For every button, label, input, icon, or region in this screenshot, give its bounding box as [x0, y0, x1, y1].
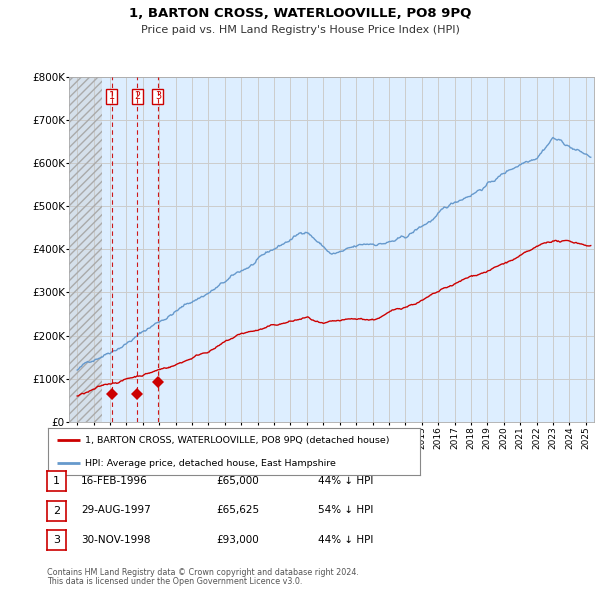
Bar — [69, 77, 102, 422]
Text: 2: 2 — [134, 91, 140, 101]
Text: 44% ↓ HPI: 44% ↓ HPI — [318, 535, 373, 545]
Text: 1, BARTON CROSS, WATERLOOVILLE, PO8 9PQ: 1, BARTON CROSS, WATERLOOVILLE, PO8 9PQ — [129, 7, 471, 20]
Text: £65,000: £65,000 — [216, 476, 259, 486]
Text: 3: 3 — [155, 91, 161, 101]
Text: 3: 3 — [53, 536, 60, 545]
Text: HPI: Average price, detached house, East Hampshire: HPI: Average price, detached house, East… — [85, 458, 336, 468]
Text: 54% ↓ HPI: 54% ↓ HPI — [318, 506, 373, 515]
Text: This data is licensed under the Open Government Licence v3.0.: This data is licensed under the Open Gov… — [47, 578, 302, 586]
Text: £93,000: £93,000 — [216, 535, 259, 545]
Text: 30-NOV-1998: 30-NOV-1998 — [81, 535, 151, 545]
Text: 2: 2 — [53, 506, 60, 516]
Text: £65,625: £65,625 — [216, 506, 259, 515]
Text: 44% ↓ HPI: 44% ↓ HPI — [318, 476, 373, 486]
Text: 16-FEB-1996: 16-FEB-1996 — [81, 476, 148, 486]
Text: Price paid vs. HM Land Registry's House Price Index (HPI): Price paid vs. HM Land Registry's House … — [140, 25, 460, 35]
Text: 29-AUG-1997: 29-AUG-1997 — [81, 506, 151, 515]
Bar — [69, 77, 102, 422]
Text: 1, BARTON CROSS, WATERLOOVILLE, PO8 9PQ (detached house): 1, BARTON CROSS, WATERLOOVILLE, PO8 9PQ … — [85, 436, 390, 445]
Text: 1: 1 — [53, 477, 60, 486]
Text: Contains HM Land Registry data © Crown copyright and database right 2024.: Contains HM Land Registry data © Crown c… — [47, 568, 359, 577]
Text: 1: 1 — [109, 91, 115, 101]
